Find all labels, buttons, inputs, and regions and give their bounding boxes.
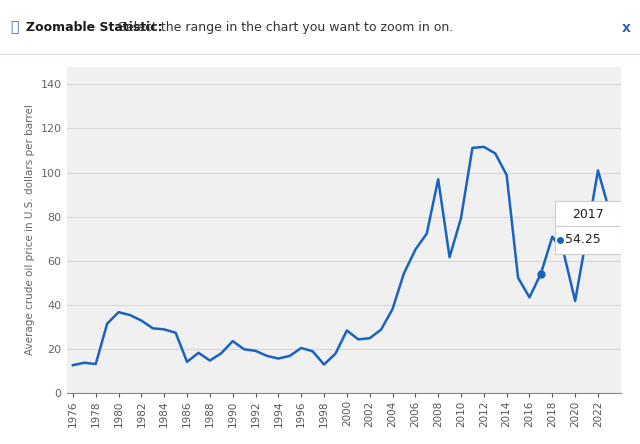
Text: x: x — [621, 20, 630, 35]
Text: ⤤: ⤤ — [10, 20, 18, 35]
Text: 2017: 2017 — [572, 208, 604, 221]
Y-axis label: Average crude oil price in U.S. dollars per barrel: Average crude oil price in U.S. dollars … — [25, 105, 35, 356]
FancyBboxPatch shape — [555, 201, 621, 254]
Text: 54.25: 54.25 — [565, 234, 600, 246]
Text: Zoomable Statistic:: Zoomable Statistic: — [26, 21, 163, 34]
Text: Select the range in the chart you want to zoom in on.: Select the range in the chart you want t… — [114, 21, 453, 34]
